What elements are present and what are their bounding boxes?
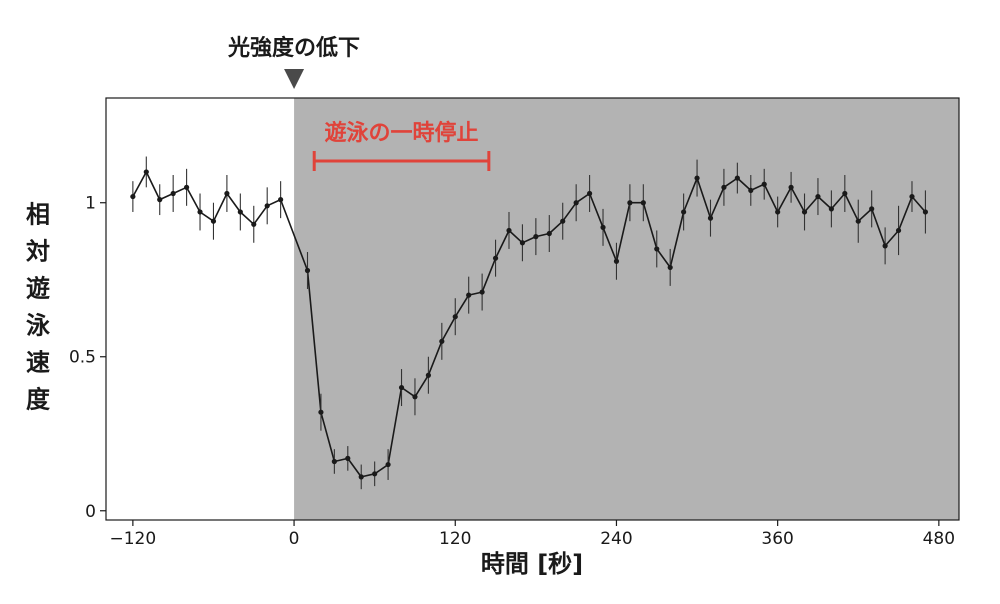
data-point (748, 187, 754, 194)
light-drop-label: 光強度の低下 (227, 35, 360, 61)
data-point (183, 184, 190, 190)
light-drop-shaded-region (294, 98, 959, 520)
data-point (573, 200, 579, 206)
data-point (345, 455, 351, 461)
data-point (318, 409, 324, 415)
data-point (519, 240, 526, 246)
data-point (600, 224, 606, 230)
x-tick-label: −120 (110, 529, 157, 549)
data-point (479, 289, 485, 295)
x-tick-label: 360 (761, 529, 793, 549)
x-tick-label: 240 (600, 529, 632, 549)
data-marks (130, 156, 929, 490)
y-axis-title: 相対遊泳速度 (26, 201, 51, 414)
data-point (855, 218, 861, 224)
data-point (278, 197, 284, 203)
data-point (546, 230, 552, 237)
data-point (439, 338, 445, 344)
data-point (210, 218, 217, 224)
data-point (694, 175, 700, 181)
data-point (775, 209, 781, 215)
data-point (801, 209, 808, 215)
data-point (613, 258, 620, 264)
y-tick-label: 0.5 (69, 348, 96, 368)
data-point (922, 209, 929, 215)
y-axis: 00.51 (69, 194, 106, 522)
data-point (304, 267, 311, 274)
data-point (533, 234, 539, 240)
data-point (667, 264, 673, 271)
data-point (237, 209, 243, 215)
y-tick-label: 0 (85, 502, 96, 522)
pause-bracket (312, 151, 491, 171)
data-point (707, 215, 714, 221)
x-tick-label: 120 (439, 529, 471, 549)
x-axis-title: 時間 [秒] (481, 550, 583, 578)
data-point (331, 458, 337, 465)
plot-frame (105, 97, 960, 521)
data-point (586, 190, 593, 197)
data-point (224, 190, 230, 197)
data-point (466, 292, 472, 298)
data-point (815, 193, 821, 200)
data-point (170, 190, 176, 197)
data-point (452, 314, 458, 320)
data-point (425, 372, 431, 378)
data-point (251, 221, 257, 227)
data-point (412, 394, 418, 400)
data-point (627, 200, 633, 206)
data-point (734, 175, 740, 181)
data-point (506, 227, 512, 234)
data-point (560, 218, 566, 224)
x-tick-label: 0 (289, 529, 300, 549)
light-drop-arrow-icon (284, 69, 305, 89)
data-point (398, 384, 405, 391)
data-point (372, 471, 378, 477)
data-point (788, 184, 794, 190)
x-axis: −120 0 120 240 360 480 (110, 520, 955, 549)
data-point (640, 200, 646, 206)
x-tick-label: 480 (923, 529, 955, 549)
data-point (909, 193, 915, 200)
data-point (895, 227, 902, 234)
data-point (492, 255, 499, 261)
data-point (143, 169, 149, 175)
data-point (842, 190, 848, 197)
data-point (721, 184, 727, 190)
data-point (385, 461, 391, 468)
data-point (157, 197, 163, 203)
y-tick-label: 1 (85, 194, 96, 214)
data-point (654, 246, 660, 252)
data-point (264, 203, 270, 209)
data-point (882, 243, 888, 249)
data-point (197, 209, 203, 215)
data-point (130, 193, 136, 200)
data-point (869, 206, 875, 212)
data-point (761, 181, 767, 187)
data-point (828, 206, 834, 212)
data-point (681, 209, 687, 215)
pause-label: 遊泳の一時停止 (325, 120, 479, 146)
data-point (358, 474, 364, 480)
